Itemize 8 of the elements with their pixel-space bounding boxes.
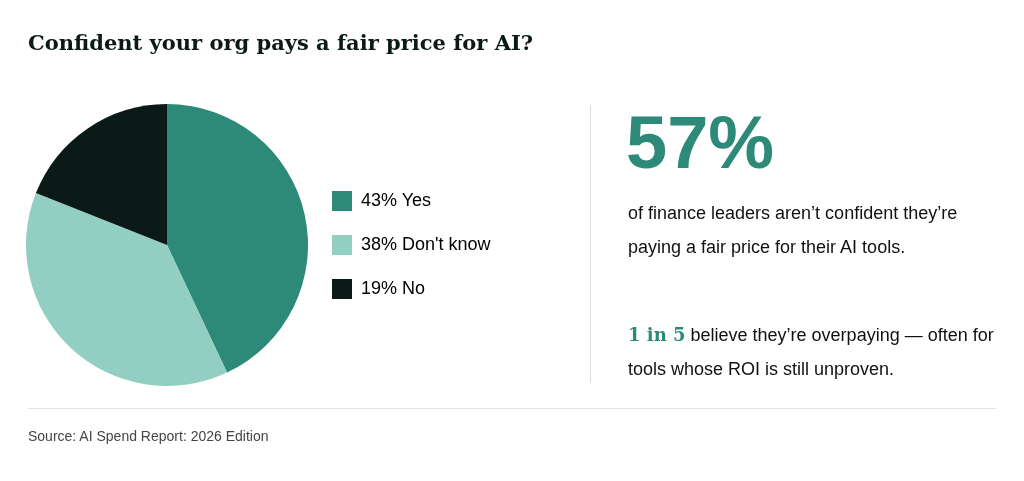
legend-label: 19% No	[361, 277, 426, 298]
legend-label: 43% Yes	[361, 189, 432, 210]
source-note: Source: AI Spend Report: 2026 Edition	[28, 428, 269, 444]
text: 1 in 5	[628, 324, 686, 345]
text: 57%	[626, 100, 775, 185]
chart-title: Confident your org pays a fair price for AI?	[28, 30, 534, 55]
text: of finance leaders aren’t confident they’re paying a fair price for their AI tools.	[628, 202, 959, 259]
legend-label: 38% Don't know	[361, 233, 492, 254]
